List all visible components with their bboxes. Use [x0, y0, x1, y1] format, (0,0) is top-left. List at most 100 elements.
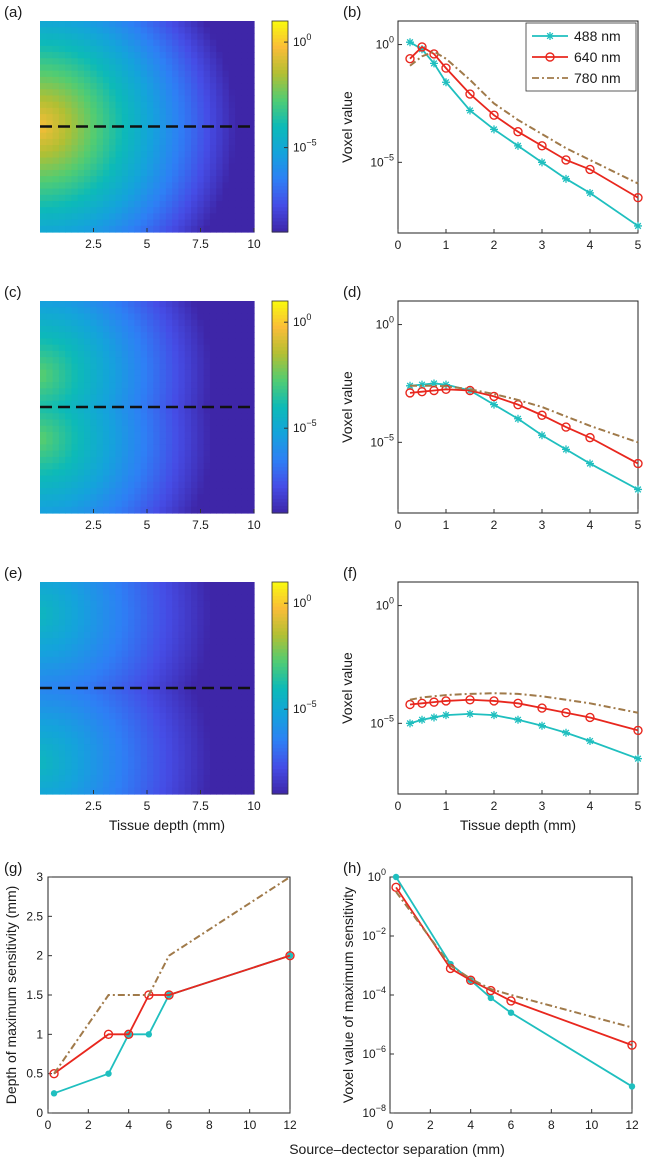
heatmap-cell: [84, 494, 91, 502]
heatmap-cell: [71, 731, 79, 739]
data-point-dot: [145, 1031, 153, 1038]
heatmap-cell: [159, 606, 167, 614]
heatmap-cell: [147, 494, 154, 502]
heatmap-cell: [102, 225, 110, 233]
heatmap-cell: [115, 438, 123, 446]
heatmap-cell: [121, 669, 129, 677]
heatmap-cell: [102, 194, 110, 202]
heatmap-cell: [52, 469, 60, 477]
heatmap-cell: [46, 582, 54, 589]
heatmap-cell: [121, 120, 129, 128]
heatmap-cell: [159, 775, 167, 783]
heatmap-cell: [128, 750, 136, 758]
heatmap-cell: [184, 95, 192, 103]
heatmap-cell: [247, 737, 255, 745]
heatmap-cell: [153, 488, 161, 495]
heatmap-cell: [71, 688, 79, 695]
heatmap-cell: [165, 188, 173, 196]
colorbar-segment: [272, 603, 288, 608]
heatmap-cell: [191, 176, 198, 183]
heatmap-cell: [71, 494, 79, 502]
heatmap-cell: [209, 469, 217, 477]
heatmap-cell: [128, 101, 136, 109]
heatmap-cell: [115, 213, 123, 221]
heatmap-cell: [77, 182, 85, 190]
heatmap-cell: [96, 132, 104, 140]
heatmap-cell: [178, 413, 186, 421]
heatmap-cell: [46, 114, 54, 121]
heatmap-cell: [165, 182, 173, 190]
heatmap-cell: [84, 688, 91, 695]
heatmap-cell: [102, 313, 110, 321]
heatmap-cell: [228, 588, 236, 596]
heatmap-cell: [121, 307, 129, 315]
heatmap-cell: [178, 169, 186, 177]
heatmap-cell: [84, 463, 91, 470]
heatmap-cell: [197, 145, 205, 152]
heatmap-cell: [71, 52, 79, 59]
heatmap-cell: [216, 431, 224, 439]
heatmap-cell: [165, 76, 173, 84]
heatmap-cell: [102, 781, 110, 789]
heatmap-cell: [46, 313, 54, 321]
heatmap-cell: [235, 419, 243, 427]
heatmap-cell: [241, 200, 249, 208]
heatmap-cell: [40, 638, 47, 645]
heatmap-cell: [128, 769, 136, 776]
heatmap-cell: [40, 325, 47, 333]
heatmap-cell: [191, 588, 198, 596]
heatmap-cell: [52, 70, 60, 78]
heatmap-cell: [140, 588, 148, 596]
heatmap-cell: [134, 169, 142, 177]
heatmap-cell: [52, 744, 60, 751]
heatmap-cell: [109, 114, 117, 121]
heatmap-cell: [71, 219, 79, 227]
heatmap-cell: [159, 719, 167, 727]
heatmap-cell: [71, 706, 79, 714]
heatmap-cell: [172, 663, 180, 670]
heatmap-cell: [153, 650, 161, 658]
heatmap-cell: [184, 194, 192, 202]
heatmap-cell: [228, 419, 236, 427]
heatmap-cell: [241, 219, 249, 227]
heatmap-cell: [165, 225, 173, 233]
heatmap-cell: [153, 169, 161, 177]
heatmap-cell: [90, 481, 98, 489]
heatmap-cell: [247, 400, 255, 408]
colorbar-segment: [272, 680, 288, 686]
heatmap-cell: [235, 481, 243, 489]
heatmap-cell: [65, 207, 73, 214]
heatmap-cell: [134, 138, 142, 146]
heatmap-cell: [134, 463, 142, 470]
heatmap-cell: [121, 638, 129, 645]
heatmap-cell: [58, 594, 66, 602]
heatmap-cell: [209, 382, 217, 389]
heatmap-cell: [184, 500, 192, 508]
heatmap-cell: [134, 344, 142, 352]
heatmap-cell: [140, 83, 148, 90]
heatmap-cell: [159, 200, 167, 208]
heatmap-cell: [52, 101, 60, 109]
colorbar-segment: [272, 182, 288, 187]
heatmap-cell: [90, 132, 98, 140]
heatmap-cell: [84, 407, 91, 414]
heatmap-cell: [90, 613, 98, 621]
heatmap-cell: [115, 469, 123, 477]
heatmap-cell: [203, 95, 211, 103]
heatmap-cell: [96, 400, 104, 408]
heatmap-cell: [203, 506, 211, 514]
heatmap-cell: [147, 70, 154, 78]
heatmap-cell: [159, 325, 167, 333]
heatmap-cell: [191, 756, 198, 764]
heatmap-cell: [52, 388, 60, 396]
colorbar-segment: [272, 733, 288, 739]
heatmap-cell: [40, 625, 47, 633]
heatmap-cell: [247, 325, 255, 333]
heatmap-cell: [96, 582, 104, 589]
heatmap-cell: [121, 33, 129, 41]
colorbar-segment: [272, 325, 288, 330]
heatmap-cell: [178, 301, 186, 308]
colorbar-segment: [272, 589, 288, 594]
heatmap-cell: [241, 638, 249, 645]
heatmap-cell: [40, 631, 47, 639]
